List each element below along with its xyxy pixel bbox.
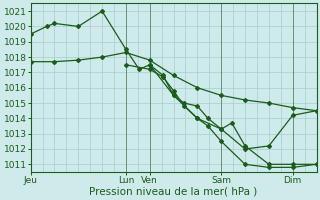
X-axis label: Pression niveau de la mer( hPa ): Pression niveau de la mer( hPa ) bbox=[90, 187, 258, 197]
